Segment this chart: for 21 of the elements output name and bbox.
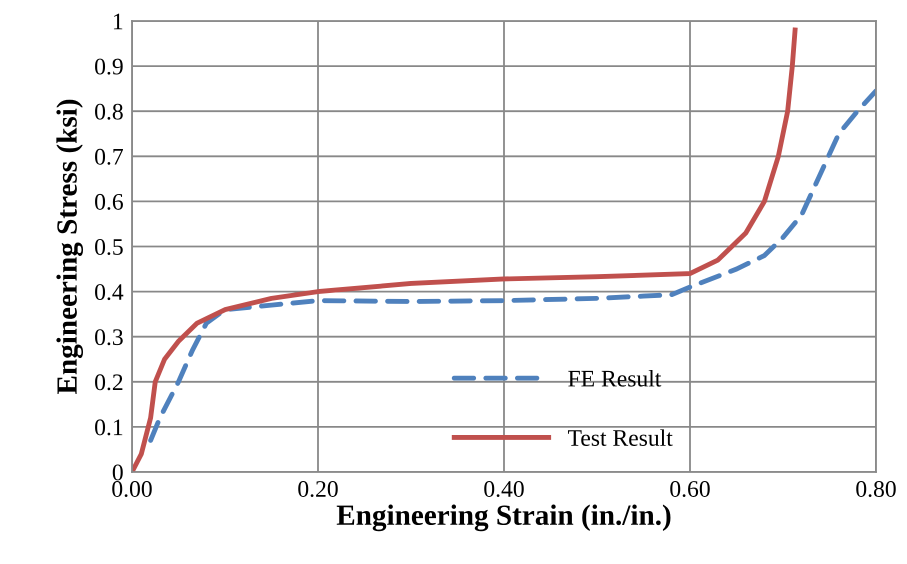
x-tick-label: 0.80: [856, 481, 896, 498]
y-axis-title: Engineering Stress (ksi): [56, 100, 84, 394]
x-axis-title: Engineering Strain (in./in.): [336, 504, 670, 532]
y-tick-label: 0.2: [95, 374, 122, 390]
x-tick-label: 0.00: [112, 481, 152, 498]
legend-label: Test Result: [568, 429, 673, 446]
y-tick-label: 1: [114, 14, 122, 30]
y-tick-label: 0.8: [95, 104, 123, 120]
y-tick-label: 0.5: [95, 238, 123, 256]
x-tick-label: 0.60: [670, 481, 710, 498]
y-tick-label: 0.4: [95, 284, 124, 300]
x-tick-label: 0.20: [298, 481, 338, 498]
y-tick-label: 0.9: [95, 58, 123, 75]
y-tick-label: 0.6: [95, 194, 123, 210]
y-tick-label: 0.7: [95, 148, 123, 165]
x-tick-label: 0.40: [484, 481, 524, 498]
legend-label: FE Result: [568, 370, 662, 387]
y-tick-label: 0.1: [95, 419, 122, 436]
y-tick-label: 0: [112, 464, 123, 480]
line-series: [132, 28, 798, 472]
y-tick-label: 0.3: [95, 329, 123, 346]
